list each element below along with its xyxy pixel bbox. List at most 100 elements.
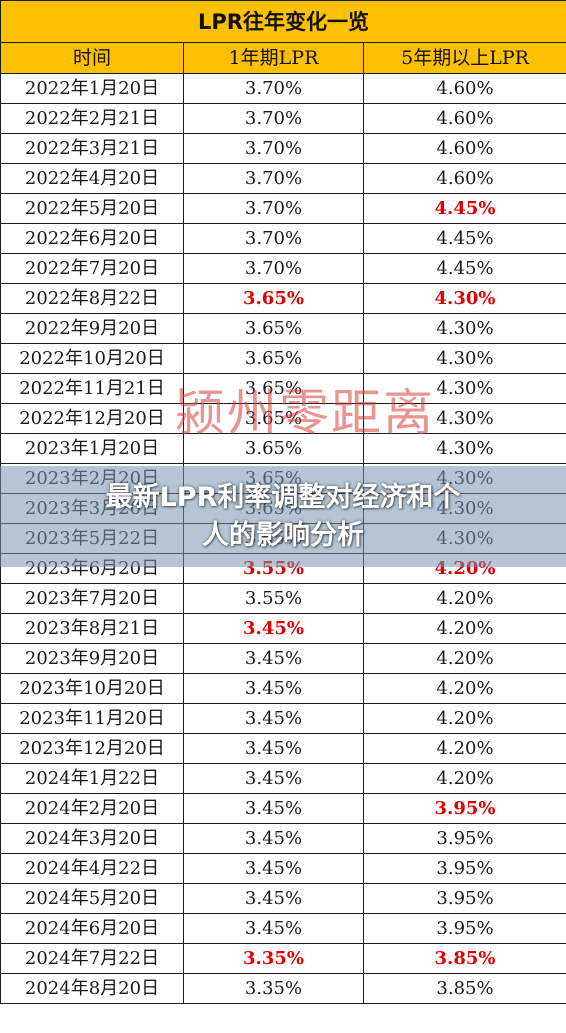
lpr-1y-cell: 3.70% [183, 73, 364, 104]
lpr-5y-cell: 3.95% [362, 853, 566, 884]
table-row: 2024年3月20日 3.45% 3.95% [0, 823, 566, 854]
table-row: 2024年4月22日 3.45% 3.95% [0, 853, 566, 884]
lpr-5y-cell: 4.20% [362, 703, 566, 734]
date-cell: 2023年11月20日 [0, 703, 184, 734]
lpr-1y-cell: 3.35% [183, 973, 364, 1004]
lpr-5y-cell: 4.45% [362, 253, 566, 284]
lpr-1y-cell: 3.45% [183, 673, 364, 704]
date-cell: 2024年2月20日 [0, 793, 184, 824]
table-title-row: LPR往年变化一览 [0, 0, 566, 43]
lpr-1y-cell: 3.45% [183, 613, 364, 644]
lpr-1y-cell: 3.70% [183, 133, 364, 164]
table-row: 2023年12月20日 3.45% 4.20% [0, 733, 566, 764]
date-cell: 2022年7月20日 [0, 253, 184, 284]
lpr-5y-cell: 3.85% [362, 943, 566, 974]
date-cell: 2023年1月20日 [0, 433, 184, 464]
date-cell: 2022年11月21日 [0, 373, 184, 404]
table-row: 2022年9月20日 3.65% 4.30% [0, 313, 566, 344]
date-cell: 2024年6月20日 [0, 913, 184, 944]
table-row: 2024年2月20日 3.45% 3.95% [0, 793, 566, 824]
lpr-5y-cell: 4.60% [362, 73, 566, 104]
lpr-5y-cell: 4.30% [362, 283, 566, 314]
date-cell: 2024年7月22日 [0, 943, 184, 974]
lpr-1y-cell: 3.45% [183, 823, 364, 854]
table-row: 2024年7月22日 3.35% 3.85% [0, 943, 566, 974]
date-cell: 2022年5月20日 [0, 193, 184, 224]
table-row: 2022年1月20日 3.70% 4.60% [0, 73, 566, 104]
table-row: 2023年8月21日 3.45% 4.20% [0, 613, 566, 644]
lpr-5y-cell: 3.95% [362, 913, 566, 944]
lpr-5y-cell: 4.20% [362, 733, 566, 764]
lpr-1y-cell: 3.65% [183, 343, 364, 374]
table-row: 2022年10月20日 3.65% 4.30% [0, 343, 566, 374]
lpr-1y-cell: 3.45% [183, 763, 364, 794]
lpr-5y-cell: 4.20% [362, 643, 566, 674]
lpr-5y-cell: 4.30% [362, 313, 566, 344]
table-row: 2022年4月20日 3.70% 4.60% [0, 163, 566, 194]
headline-banner[interactable]: 最新LPR利率调整对经济和个 人的影响分析 [0, 466, 566, 567]
table-title: LPR往年变化一览 [0, 0, 566, 43]
lpr-1y-cell: 3.35% [183, 943, 364, 974]
table-row: 2023年9月20日 3.45% 4.20% [0, 643, 566, 674]
table-row: 2022年5月20日 3.70% 4.45% [0, 193, 566, 224]
lpr-5y-cell: 4.30% [362, 403, 566, 434]
date-cell: 2022年2月21日 [0, 103, 184, 134]
lpr-1y-cell: 3.65% [183, 313, 364, 344]
lpr-5y-cell: 4.30% [362, 343, 566, 374]
lpr-5y-cell: 4.20% [362, 583, 566, 614]
lpr-1y-cell: 3.70% [183, 163, 364, 194]
table-row: 2024年8月20日 3.35% 3.85% [0, 973, 566, 1004]
lpr-5y-cell: 4.20% [362, 763, 566, 794]
lpr-1y-cell: 3.45% [183, 913, 364, 944]
table-row: 2022年6月20日 3.70% 4.45% [0, 223, 566, 254]
date-cell: 2023年12月20日 [0, 733, 184, 764]
column-header-1y-lpr: 1年期LPR [183, 42, 364, 74]
date-cell: 2024年8月20日 [0, 973, 184, 1004]
table-row: 2022年12月20日 3.65% 4.30% [0, 403, 566, 434]
lpr-1y-cell: 3.70% [183, 193, 364, 224]
column-header-5y-lpr: 5年期以上LPR [362, 42, 566, 74]
date-cell: 2022年4月20日 [0, 163, 184, 194]
table-row: 2022年11月21日 3.65% 4.30% [0, 373, 566, 404]
table-row: 2022年2月21日 3.70% 4.60% [0, 103, 566, 134]
date-cell: 2022年9月20日 [0, 313, 184, 344]
lpr-5y-cell: 4.30% [362, 373, 566, 404]
date-cell: 2024年1月22日 [0, 763, 184, 794]
table-header-row: 时间 1年期LPR 5年期以上LPR [0, 42, 566, 74]
lpr-1y-cell: 3.45% [183, 703, 364, 734]
date-cell: 2023年8月21日 [0, 613, 184, 644]
lpr-5y-cell: 4.20% [362, 613, 566, 644]
table-row: 2023年7月20日 3.55% 4.20% [0, 583, 566, 614]
lpr-1y-cell: 3.70% [183, 223, 364, 254]
lpr-5y-cell: 4.30% [362, 433, 566, 464]
date-cell: 2023年7月20日 [0, 583, 184, 614]
table-row: 2023年1月20日 3.65% 4.30% [0, 433, 566, 464]
lpr-5y-cell: 4.45% [362, 223, 566, 254]
date-cell: 2022年12月20日 [0, 403, 184, 434]
table-row: 2024年5月20日 3.45% 3.95% [0, 883, 566, 914]
lpr-1y-cell: 3.55% [183, 583, 364, 614]
date-cell: 2022年3月21日 [0, 133, 184, 164]
column-header-date: 时间 [0, 42, 184, 74]
lpr-5y-cell: 3.95% [362, 823, 566, 854]
date-cell: 2023年10月20日 [0, 673, 184, 704]
date-cell: 2022年1月20日 [0, 73, 184, 104]
date-cell: 2022年8月22日 [0, 283, 184, 314]
date-cell: 2023年9月20日 [0, 643, 184, 674]
date-cell: 2022年10月20日 [0, 343, 184, 374]
table-row: 2022年3月21日 3.70% 4.60% [0, 133, 566, 164]
lpr-1y-cell: 3.45% [183, 643, 364, 674]
headline-line-2: 人的影响分析 [202, 519, 364, 551]
lpr-1y-cell: 3.70% [183, 103, 364, 134]
lpr-5y-cell: 4.20% [362, 673, 566, 704]
lpr-1y-cell: 3.45% [183, 793, 364, 824]
lpr-5y-cell: 3.85% [362, 973, 566, 1004]
date-cell: 2024年5月20日 [0, 883, 184, 914]
lpr-5y-cell: 4.60% [362, 163, 566, 194]
lpr-5y-cell: 3.95% [362, 883, 566, 914]
table-row: 2023年11月20日 3.45% 4.20% [0, 703, 566, 734]
lpr-1y-cell: 3.65% [183, 403, 364, 434]
date-cell: 2024年4月22日 [0, 853, 184, 884]
lpr-1y-cell: 3.65% [183, 373, 364, 404]
